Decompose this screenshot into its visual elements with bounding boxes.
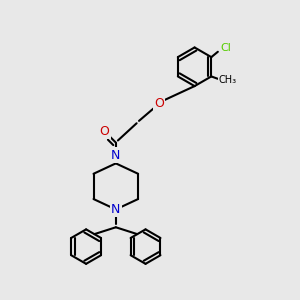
Text: CH₃: CH₃ bbox=[219, 75, 237, 85]
Text: Cl: Cl bbox=[220, 43, 231, 52]
Text: O: O bbox=[154, 98, 164, 110]
Text: O: O bbox=[100, 125, 110, 138]
Text: N: N bbox=[111, 148, 121, 162]
Text: N: N bbox=[111, 203, 121, 216]
